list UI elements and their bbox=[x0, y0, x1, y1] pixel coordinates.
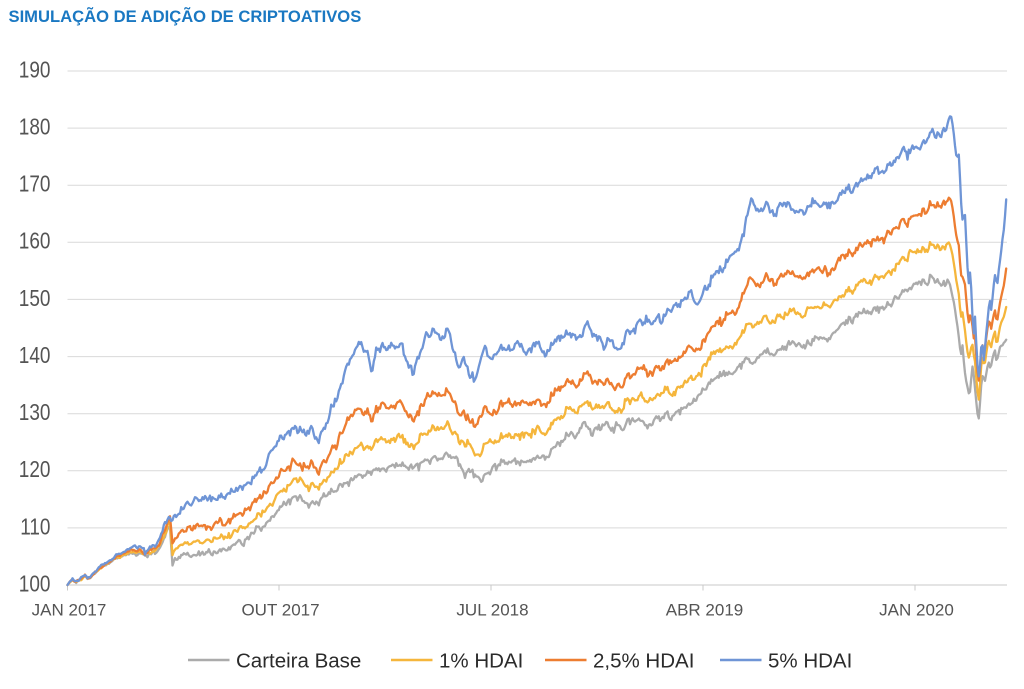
svg-text:2,5% HDAI: 2,5% HDAI bbox=[593, 649, 694, 672]
svg-text:110: 110 bbox=[20, 515, 50, 540]
svg-text:1% HDAI: 1% HDAI bbox=[439, 649, 523, 672]
svg-text:150: 150 bbox=[19, 286, 51, 311]
svg-text:160: 160 bbox=[19, 229, 51, 254]
svg-text:Carteira Base: Carteira Base bbox=[236, 649, 361, 672]
svg-text:JAN 2017: JAN 2017 bbox=[32, 601, 107, 620]
svg-text:JUL 2018: JUL 2018 bbox=[456, 601, 528, 620]
svg-text:190: 190 bbox=[19, 58, 51, 83]
svg-text:170: 170 bbox=[19, 172, 51, 197]
svg-text:SIMULAÇÃO DE ADIÇÃO DE CRIPTOA: SIMULAÇÃO DE ADIÇÃO DE CRIPTOATIVOS bbox=[9, 6, 362, 26]
svg-text:100: 100 bbox=[19, 572, 51, 597]
svg-text:ABR 2019: ABR 2019 bbox=[666, 601, 744, 620]
svg-text:180: 180 bbox=[19, 115, 51, 140]
svg-text:130: 130 bbox=[19, 401, 51, 426]
svg-text:OUT 2017: OUT 2017 bbox=[241, 601, 319, 620]
svg-text:140: 140 bbox=[19, 343, 51, 368]
svg-text:5% HDAI: 5% HDAI bbox=[768, 649, 852, 672]
svg-text:120: 120 bbox=[19, 458, 51, 483]
svg-text:JAN 2020: JAN 2020 bbox=[879, 601, 954, 620]
